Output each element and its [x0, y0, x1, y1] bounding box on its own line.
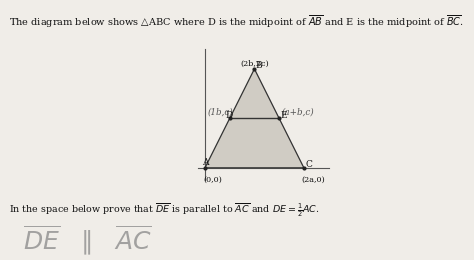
Text: D: D	[226, 111, 233, 120]
Text: (0,0): (0,0)	[204, 176, 223, 183]
Text: In the space below prove that $\overline{DE}$ is parallel to $\overline{AC}$ and: In the space below prove that $\overline…	[9, 202, 320, 219]
Polygon shape	[205, 69, 304, 168]
Text: E: E	[281, 111, 287, 120]
Text: B: B	[256, 61, 263, 70]
Text: (2a,0): (2a,0)	[301, 176, 325, 183]
Text: The diagram below shows △ABC where D is the midpoint of $\overline{AB}$ and E is: The diagram below shows △ABC where D is …	[9, 14, 465, 30]
Text: A: A	[202, 158, 209, 167]
Text: $\overline{DE}$  $\parallel$  $\overline{AC}$: $\overline{DE}$ $\parallel$ $\overline{A…	[23, 223, 152, 257]
Text: C: C	[305, 160, 312, 168]
Text: (2b,2c): (2b,2c)	[241, 60, 270, 68]
Text: (a+b,c): (a+b,c)	[282, 108, 315, 117]
Text: (1b,c): (1b,c)	[208, 108, 233, 117]
